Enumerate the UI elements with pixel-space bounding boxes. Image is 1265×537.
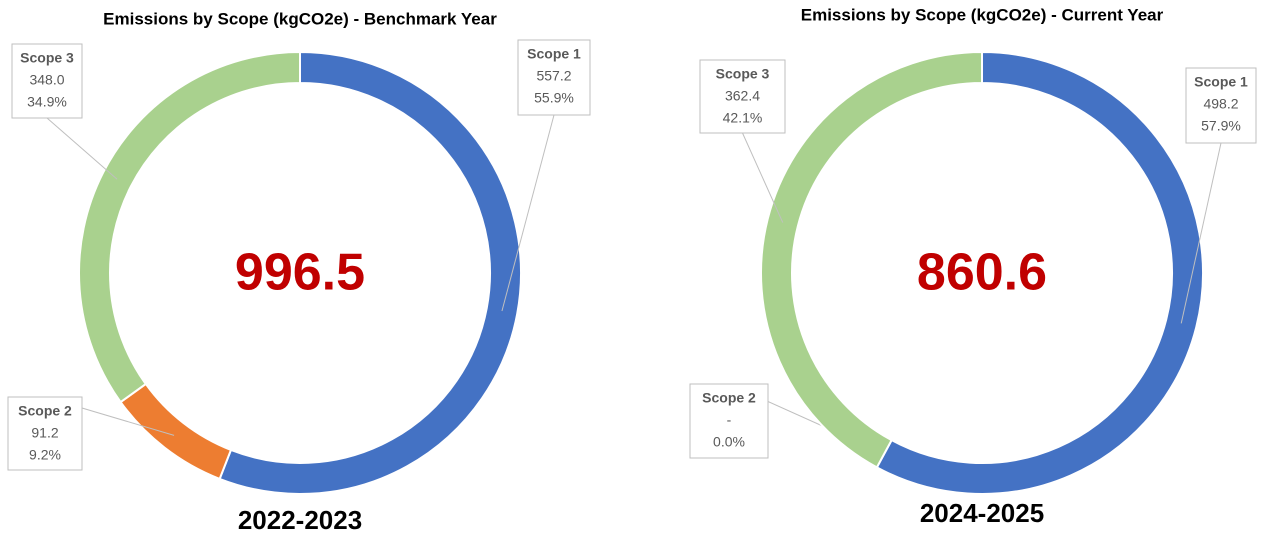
chart-title: Emissions by Scope (kgCO2e) - Benchmark … [103,9,497,28]
label-name: Scope 1 [1194,74,1248,90]
label-name: Scope 3 [20,50,74,66]
chart-title: Emissions by Scope (kgCO2e) - Current Ye… [801,5,1164,24]
label-box [689,383,769,459]
donut-segment [78,50,301,404]
label-box [699,59,786,134]
label-name: Scope 1 [527,46,581,62]
label-value: 348.0 [29,72,64,88]
label-percent: 42.1% [723,110,763,126]
label-box [7,396,83,471]
label-value: 362.4 [725,88,760,104]
total-value: 996.5 [235,244,365,302]
label-name: Scope 2 [18,403,72,419]
label-name: Scope 2 [702,390,756,406]
label-percent: 34.9% [27,94,67,110]
label-box [517,39,591,116]
label-percent: 9.2% [29,447,61,463]
label-box [11,43,83,119]
chart-subtitle: 2024-2025 [920,498,1044,528]
label-name: Scope 3 [716,66,770,82]
label-percent: 55.9% [534,90,574,106]
callout-leader [1180,142,1222,324]
label-value: - [727,412,732,428]
callout-leader [46,117,118,180]
callout-leader [742,132,784,223]
callout-leader [501,114,555,312]
total-value: 860.6 [917,244,1047,302]
label-value: 498.2 [1203,96,1238,112]
chart-subtitle: 2022-2023 [238,505,362,535]
donut-segment [119,382,233,481]
label-percent: 0.0% [713,434,745,450]
label-percent: 57.9% [1201,118,1241,134]
label-box [1185,67,1257,144]
label-value: 557.2 [536,68,571,84]
label-value: 91.2 [31,425,58,441]
donut-segment [760,50,983,469]
